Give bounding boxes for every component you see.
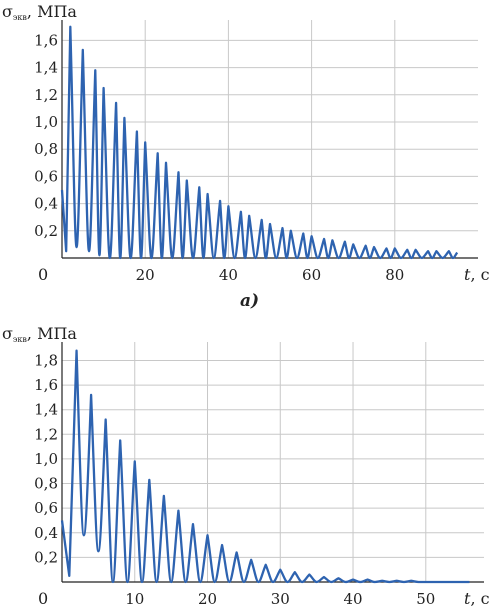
y-tick-label: 0,2 xyxy=(34,222,58,240)
y-tick-label: 0,2 xyxy=(34,548,58,566)
y-tick-label: 0,4 xyxy=(34,524,58,542)
origin-label-b: 0 xyxy=(38,589,48,607)
y-tick-labels-b: 0,2 0,4 0,6 0,8 1,0 1,2 1,4 1,6 1,8 xyxy=(34,351,58,566)
y-tick-label: 1,8 xyxy=(34,351,58,369)
x-axis-label-a: t, с xyxy=(464,265,490,284)
x-axis-label-b: t, с xyxy=(464,589,490,607)
chart-caption-a: a) xyxy=(240,291,259,311)
x-tick-label: 30 xyxy=(271,590,290,607)
x-tick-label: 20 xyxy=(198,590,217,607)
x-tick-label: 80 xyxy=(385,266,404,284)
y-axis-label-b: σэкв, МПа xyxy=(2,324,77,344)
x-tick-label: 40 xyxy=(219,266,238,284)
y-axis-label-a: σэкв, МПа xyxy=(2,2,77,22)
y-tick-label: 1,6 xyxy=(34,31,58,49)
y-tick-label: 1,2 xyxy=(34,425,58,443)
y-tick-label: 0,6 xyxy=(34,499,58,517)
series-line-b xyxy=(60,349,470,584)
y-tick-labels-a: 0,2 0,4 0,6 0,8 1,0 1,2 1,4 1,6 xyxy=(34,31,58,239)
x-tick-label: 40 xyxy=(343,590,362,607)
x-tick-label: 20 xyxy=(136,266,155,284)
chart-a: 0,2 0,4 0,6 0,8 1,0 1,2 1,4 1,6 20 40 60 80 σэкв, … xyxy=(2,2,490,311)
x-tick-label: 60 xyxy=(302,266,321,284)
y-tick-label: 1,0 xyxy=(34,113,58,131)
y-tick-label: 1,4 xyxy=(34,401,58,419)
x-tick-label: 10 xyxy=(125,590,144,607)
y-tick-label: 0,4 xyxy=(34,195,58,213)
grid-b xyxy=(62,342,484,582)
y-tick-label: 1,4 xyxy=(34,59,58,77)
y-tick-label: 1,6 xyxy=(34,376,58,394)
y-tick-label: 0,6 xyxy=(34,167,58,185)
series-line-a xyxy=(60,25,459,260)
x-tick-labels-a: 20 40 60 80 xyxy=(136,266,405,284)
chart-b: 0,2 0,4 0,6 0,8 1,0 1,2 1,4 1,6 1,8 10 20 30 40 50 σ… xyxy=(2,324,490,607)
y-tick-label: 1,0 xyxy=(34,450,58,468)
x-tick-labels-b: 10 20 30 40 50 xyxy=(125,590,435,607)
y-tick-label: 0,8 xyxy=(34,140,58,158)
y-tick-label: 1,2 xyxy=(34,86,58,104)
y-tick-label: 0,8 xyxy=(34,475,58,493)
x-tick-label: 50 xyxy=(416,590,435,607)
grid-a xyxy=(62,20,478,258)
origin-label-a: 0 xyxy=(38,265,48,284)
